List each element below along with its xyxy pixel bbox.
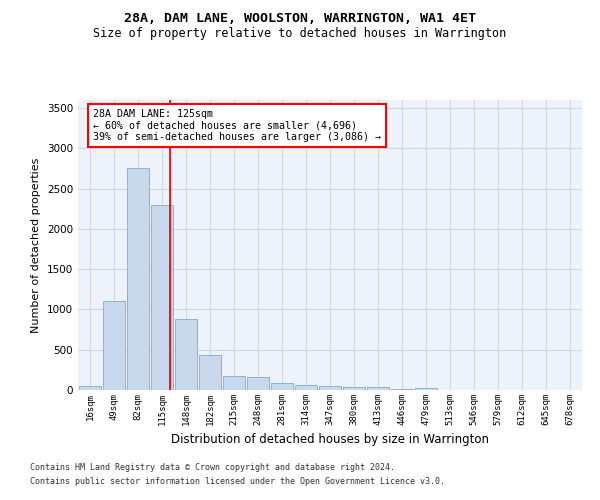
Text: Size of property relative to detached houses in Warrington: Size of property relative to detached ho…: [94, 28, 506, 40]
Bar: [103, 302, 125, 390]
Bar: [319, 386, 341, 390]
Bar: [79, 386, 101, 390]
Bar: [367, 387, 389, 390]
Bar: [223, 376, 245, 390]
X-axis label: Distribution of detached houses by size in Warrington: Distribution of detached houses by size …: [171, 434, 489, 446]
Bar: [415, 388, 437, 390]
Bar: [343, 387, 365, 390]
Text: 28A DAM LANE: 125sqm
← 60% of detached houses are smaller (4,696)
39% of semi-de: 28A DAM LANE: 125sqm ← 60% of detached h…: [93, 108, 381, 142]
Text: Contains HM Land Registry data © Crown copyright and database right 2024.: Contains HM Land Registry data © Crown c…: [30, 464, 395, 472]
Bar: [295, 385, 317, 390]
Y-axis label: Number of detached properties: Number of detached properties: [31, 158, 41, 332]
Text: Contains public sector information licensed under the Open Government Licence v3: Contains public sector information licen…: [30, 477, 445, 486]
Bar: [175, 319, 197, 390]
Bar: [391, 388, 413, 390]
Bar: [247, 376, 269, 390]
Text: 28A, DAM LANE, WOOLSTON, WARRINGTON, WA1 4ET: 28A, DAM LANE, WOOLSTON, WARRINGTON, WA1…: [124, 12, 476, 26]
Bar: [151, 204, 173, 390]
Bar: [271, 383, 293, 390]
Bar: [127, 168, 149, 390]
Bar: [199, 356, 221, 390]
